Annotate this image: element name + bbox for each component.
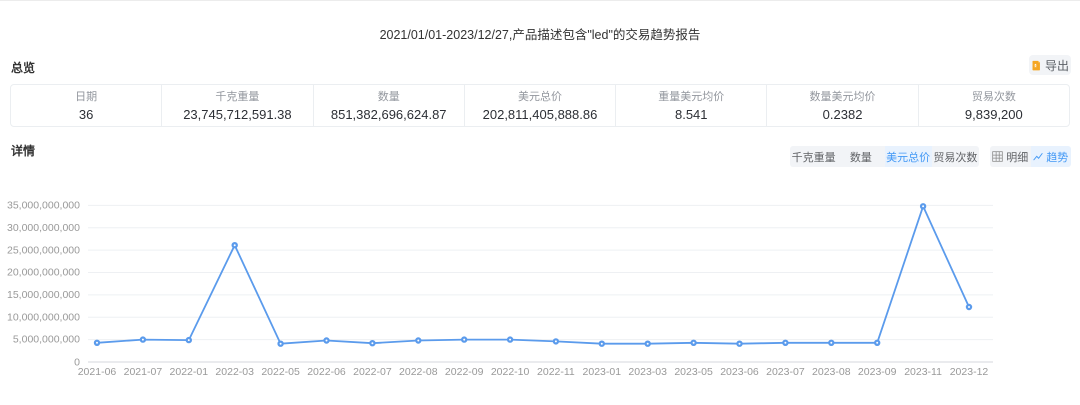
- svg-text:10,000,000,000: 10,000,000,000: [7, 311, 80, 323]
- svg-text:2023-05: 2023-05: [674, 366, 713, 378]
- svg-text:25,000,000,000: 25,000,000,000: [7, 244, 80, 256]
- svg-text:30,000,000,000: 30,000,000,000: [7, 222, 80, 234]
- svg-text:2022-05: 2022-05: [261, 366, 300, 378]
- svg-text:2022-10: 2022-10: [491, 366, 530, 378]
- svg-text:2023-08: 2023-08: [812, 366, 851, 378]
- svg-text:5,000,000,000: 5,000,000,000: [13, 334, 80, 346]
- svg-text:2023-09: 2023-09: [858, 366, 897, 378]
- svg-text:2021-06: 2021-06: [78, 366, 117, 378]
- svg-text:2023-12: 2023-12: [950, 366, 989, 378]
- svg-text:2022-06: 2022-06: [307, 366, 346, 378]
- svg-text:2023-11: 2023-11: [904, 366, 942, 378]
- svg-text:2022-07: 2022-07: [353, 366, 392, 378]
- svg-text:2022-01: 2022-01: [170, 366, 209, 378]
- svg-text:35,000,000,000: 35,000,000,000: [7, 200, 80, 212]
- svg-text:2023-01: 2023-01: [583, 366, 622, 378]
- svg-text:2023-07: 2023-07: [766, 366, 805, 378]
- svg-text:2021-07: 2021-07: [124, 366, 163, 378]
- svg-text:2022-03: 2022-03: [215, 366, 254, 378]
- svg-text:2022-11: 2022-11: [537, 366, 575, 378]
- svg-text:20,000,000,000: 20,000,000,000: [7, 267, 80, 279]
- svg-text:15,000,000,000: 15,000,000,000: [7, 289, 80, 301]
- svg-text:2022-09: 2022-09: [445, 366, 484, 378]
- svg-text:2023-06: 2023-06: [720, 366, 759, 378]
- svg-text:2023-03: 2023-03: [628, 366, 667, 378]
- svg-text:2022-08: 2022-08: [399, 366, 438, 378]
